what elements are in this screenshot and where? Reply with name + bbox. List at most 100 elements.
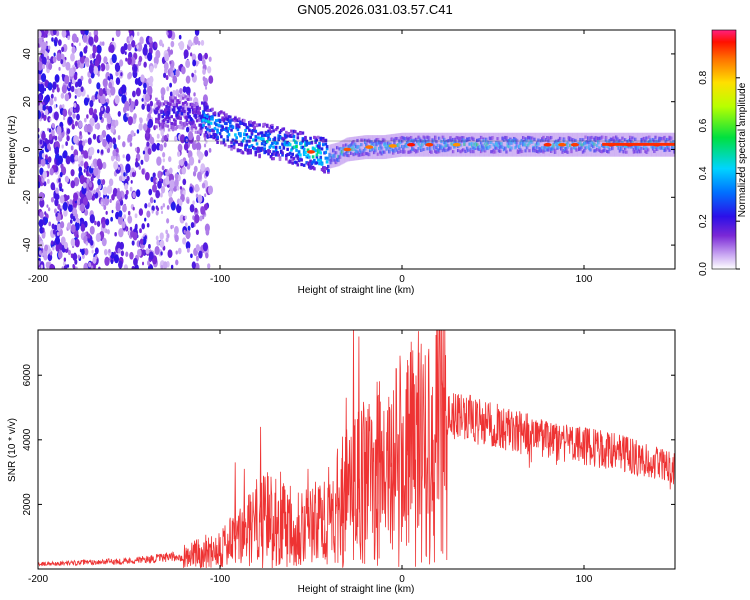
colorbar-tick-label: 0.8	[698, 70, 709, 84]
spectrogram-ridge-cell	[225, 121, 228, 126]
spectrogram-ridge-cell	[190, 102, 194, 106]
spectrogram-noise-cell	[101, 179, 106, 186]
spectrogram-noise-cell	[88, 36, 94, 46]
spectrogram-ridge-cell	[169, 102, 172, 106]
spectrogram-ridge-cell	[253, 121, 256, 125]
spectrogram-noise-cell	[67, 195, 70, 200]
spectrogram-noise-cell	[194, 207, 198, 213]
spectrogram-noise-cell	[138, 122, 143, 131]
spectrogram-noise-cell	[78, 144, 84, 152]
spectrogram-noise-cell	[94, 123, 98, 129]
spectrogram-noise-cell	[179, 185, 183, 190]
spectrogram-noise-cell	[111, 194, 115, 201]
spectrogram-noise-cell	[41, 177, 45, 183]
spectrogram-ridge-cell	[288, 159, 292, 163]
spectrogram-noise-cell	[47, 82, 53, 91]
spectrogram-noise-cell	[174, 234, 179, 243]
spectrogram-ridge-cell	[313, 167, 316, 171]
spectrogram-noise-cell	[62, 152, 66, 159]
spectrogram-ridge-cell	[251, 124, 255, 128]
spectrogram-noise-cell	[207, 185, 214, 195]
spectrogram-ridge-cell	[311, 155, 315, 159]
spectrogram-noise-cell	[155, 49, 161, 59]
spectrogram-noise-cell	[133, 113, 137, 120]
spectrogram-noise-cell	[159, 192, 163, 198]
spectrogram-noise-cell	[185, 75, 191, 84]
spectrogram-noise-cell	[114, 231, 117, 237]
spectrogram-noise-cell	[148, 36, 153, 44]
spectrogram-halo-cell	[513, 132, 516, 157]
spectrogram-halo-cell	[405, 132, 408, 157]
spectrogram-ridge-cell	[315, 155, 319, 159]
spectrogram-halo-cell	[401, 132, 404, 157]
spectrogram-noise-cell	[134, 78, 139, 85]
spectrogram-halo-cell	[597, 132, 600, 157]
spectrogram-noise-cell	[127, 210, 131, 216]
spectrogram-noise-cell	[139, 117, 142, 121]
spectrogram-noise-cell	[61, 46, 65, 53]
spectrogram-halo-cell	[508, 132, 511, 157]
spectrogram-noise-cell	[186, 199, 190, 204]
spectrogram-noise-cell	[143, 61, 147, 68]
spectrogram-ridge-cell	[309, 136, 312, 140]
spectrogram-noise-cell	[132, 191, 136, 199]
spectrogram-ridge-cell	[276, 141, 279, 145]
spectrogram-ridge-cell	[155, 125, 158, 129]
spectrogram-noise-cell	[42, 104, 47, 111]
spectrogram-ridge-cell	[278, 130, 282, 134]
spectrogram-ridge-cell	[195, 102, 199, 106]
spectrogram-ridge-cell	[281, 153, 284, 157]
spectrogram-halo-cell	[439, 132, 442, 157]
spectrogram-ridge-cell	[320, 147, 324, 151]
spectrogram-noise-cell	[158, 39, 163, 47]
spectrogram-noise-cell	[70, 224, 76, 233]
spectrogram-noise-cell	[185, 138, 188, 143]
spectrogram-noise-cell	[110, 86, 116, 96]
snr-y-tick-label: 2000	[22, 493, 33, 516]
spectrogram-ridge-cell	[245, 139, 249, 143]
spectrogram-noise-cell	[136, 129, 140, 134]
spectrogram-ridge-cell	[228, 119, 232, 123]
spectrogram-noise-cell	[77, 61, 81, 66]
spectrogram-noise-cell	[44, 79, 49, 88]
spectrogram-ridge-cell	[254, 150, 258, 154]
spectrogram-noise-cell	[53, 52, 56, 57]
spectrogram-ridge-cell	[269, 144, 273, 148]
spectrogram-ridge-cell	[171, 125, 175, 130]
spectrogram-halo-cell	[534, 132, 538, 157]
spectrogram-noise-cell	[59, 104, 62, 109]
spectrogram-ridge-cell	[318, 144, 321, 148]
spectrogram-halo-cell	[541, 132, 544, 157]
spectrogram-noise-cell	[73, 134, 79, 144]
spectrogram-noise-cell	[201, 182, 206, 189]
spectrogram-noise-cell	[178, 199, 183, 207]
spectrogram-noise-cell	[45, 261, 50, 269]
spectrogram-noise-cell	[62, 104, 65, 109]
spectrogram-noise-cell	[160, 185, 166, 194]
spectrogram-ridge-cell	[321, 139, 325, 143]
spectrogram-noise-cell	[169, 179, 175, 190]
spectrogram-noise-cell	[194, 183, 200, 193]
spectrogram-ridge-cell	[265, 139, 269, 144]
spectrogram-noise-cell	[58, 155, 64, 165]
spectrogram-noise-cell	[106, 195, 110, 199]
spectrogram-ridge-cell	[236, 127, 240, 132]
spectrogram-ridge-cell	[192, 110, 195, 115]
spectrogram-noise-cell	[111, 37, 115, 42]
spectrogram-noise-cell	[88, 261, 92, 268]
spectrogram-noise-cell	[84, 117, 87, 123]
spectrogram-noise-cell	[125, 57, 128, 62]
spectrogram-noise-cell	[117, 247, 121, 254]
spectrogram-ridge-cell	[250, 144, 254, 148]
spectrogram-noise-cell	[97, 161, 103, 170]
spectrogram-ridge-cell	[193, 104, 196, 108]
spectrogram-noise-cell	[159, 239, 165, 248]
spectrogram-ridge-cell	[232, 146, 236, 150]
spectrogram-noise-cell	[191, 53, 197, 62]
spectrogram-ridge-cell	[272, 129, 275, 133]
spectrogram-noise-cell	[193, 39, 196, 44]
spectrogram-ridge-cell	[268, 137, 272, 141]
spectrogram-noise-cell	[129, 142, 133, 147]
spectrogram-ridge-cell	[184, 100, 188, 104]
